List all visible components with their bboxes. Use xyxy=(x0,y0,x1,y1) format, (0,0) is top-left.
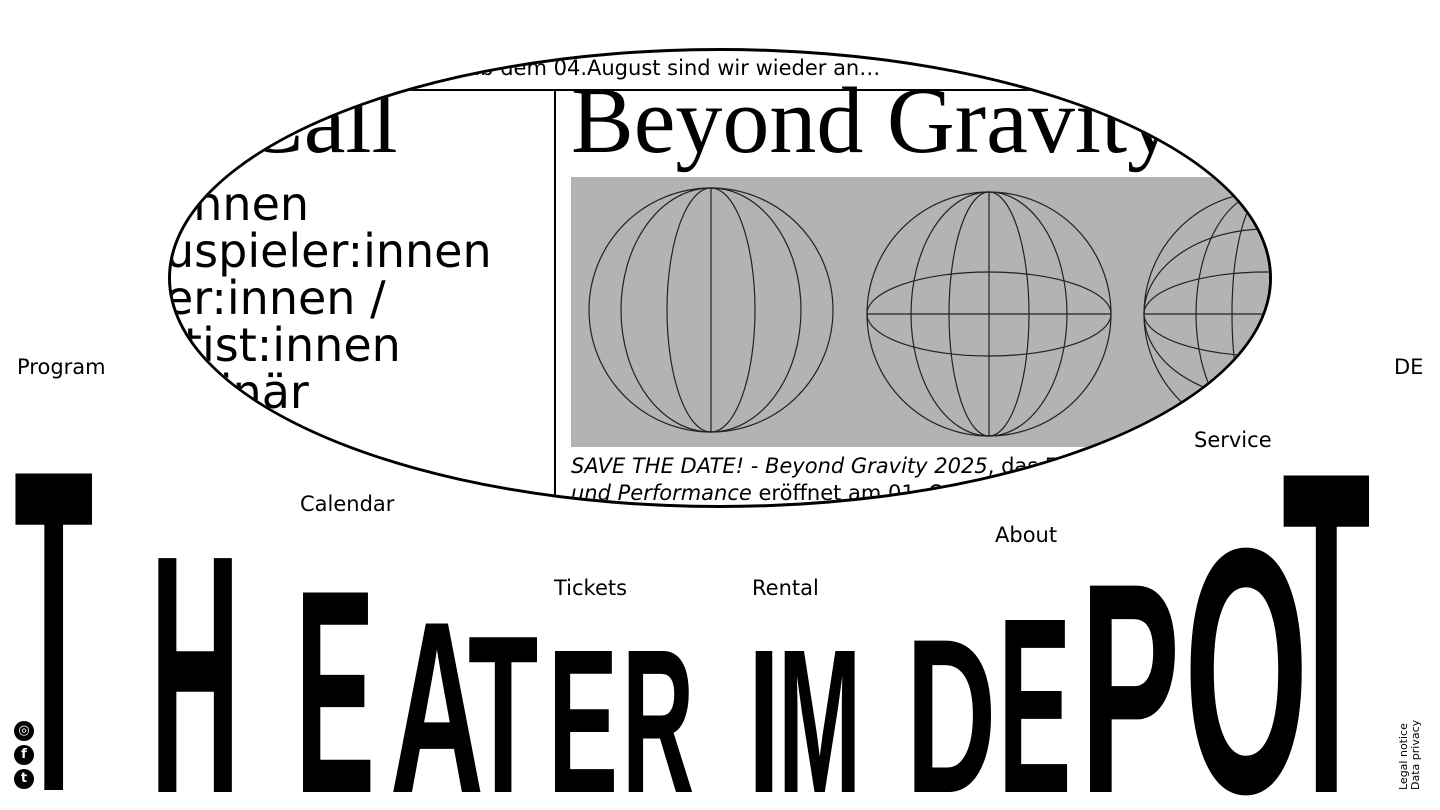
data-privacy-link[interactable]: Data privacy xyxy=(1409,719,1422,790)
call-title[interactable]: Call xyxy=(241,69,398,173)
wordmark-letter: D xyxy=(906,593,996,810)
nav-calendar[interactable]: Calendar xyxy=(297,492,398,516)
nav-about[interactable]: About xyxy=(992,523,1061,547)
call-line: uspieler:innen xyxy=(168,224,492,278)
twitter-icon[interactable]: t xyxy=(14,769,34,789)
wordmark-letter: E xyxy=(998,565,1071,810)
wordmark-letter: E xyxy=(548,607,618,810)
news-ticker[interactable]: …, ab dem 04.August sind wir wieder an… xyxy=(171,51,1269,91)
beyond-gravity-title[interactable]: Beyond Gravity xyxy=(571,69,1175,173)
wordmark-letter: I xyxy=(748,608,780,810)
nav-program[interactable]: Program xyxy=(14,355,109,379)
wordmark-letter: M xyxy=(778,608,861,810)
call-line: iplinär xyxy=(168,365,309,419)
call-line: rtist:innen xyxy=(168,318,401,372)
ticker-text: …, ab dem 04.August sind wir wieder an… xyxy=(433,56,881,80)
globe-wireframe-illustration xyxy=(588,187,1269,437)
instagram-icon[interactable]: ◎ xyxy=(14,721,34,741)
call-description[interactable]: :innen uspieler:innen er:innen / rtist:i… xyxy=(168,177,492,419)
wordmark-letter: T xyxy=(1282,377,1371,810)
beyond-gravity-teaser[interactable]: SAVE THE DATE! - Beyond Gravity 2025, da… xyxy=(571,453,1269,505)
column-divider xyxy=(554,89,556,505)
wordmark-letter: R xyxy=(622,608,694,810)
teaser-text-2: eröffnet am 01. O xyxy=(751,481,945,505)
wordmark-letter: T xyxy=(468,588,538,810)
facebook-icon[interactable]: f xyxy=(14,745,34,765)
nav-service[interactable]: Service xyxy=(1191,428,1275,452)
teaser-performance: und Performance xyxy=(571,481,752,505)
call-line: er:innen / xyxy=(168,271,386,325)
globe-wireframe-image[interactable] xyxy=(571,177,1269,447)
news-oval-viewer[interactable]: …, ab dem 04.August sind wir wieder an… … xyxy=(168,48,1272,508)
nav-tickets[interactable]: Tickets xyxy=(551,576,631,600)
wordmark-letter: H xyxy=(150,485,240,810)
wordmark-letter: P xyxy=(1080,521,1180,810)
footer-links: Legal notice Data privacy xyxy=(1397,719,1422,790)
nav-rental[interactable]: Rental xyxy=(749,576,822,600)
teaser-text: , das F xyxy=(987,454,1057,478)
call-line: :innen xyxy=(168,177,310,231)
language-switch[interactable]: DE xyxy=(1391,355,1427,379)
teaser-save-the-date: SAVE THE DATE! - Beyond Gravity 2025 xyxy=(571,454,988,478)
wordmark-letter: E xyxy=(295,531,375,810)
wordmark-letter: O xyxy=(1184,476,1308,810)
wordmark-letter: A xyxy=(390,570,484,810)
